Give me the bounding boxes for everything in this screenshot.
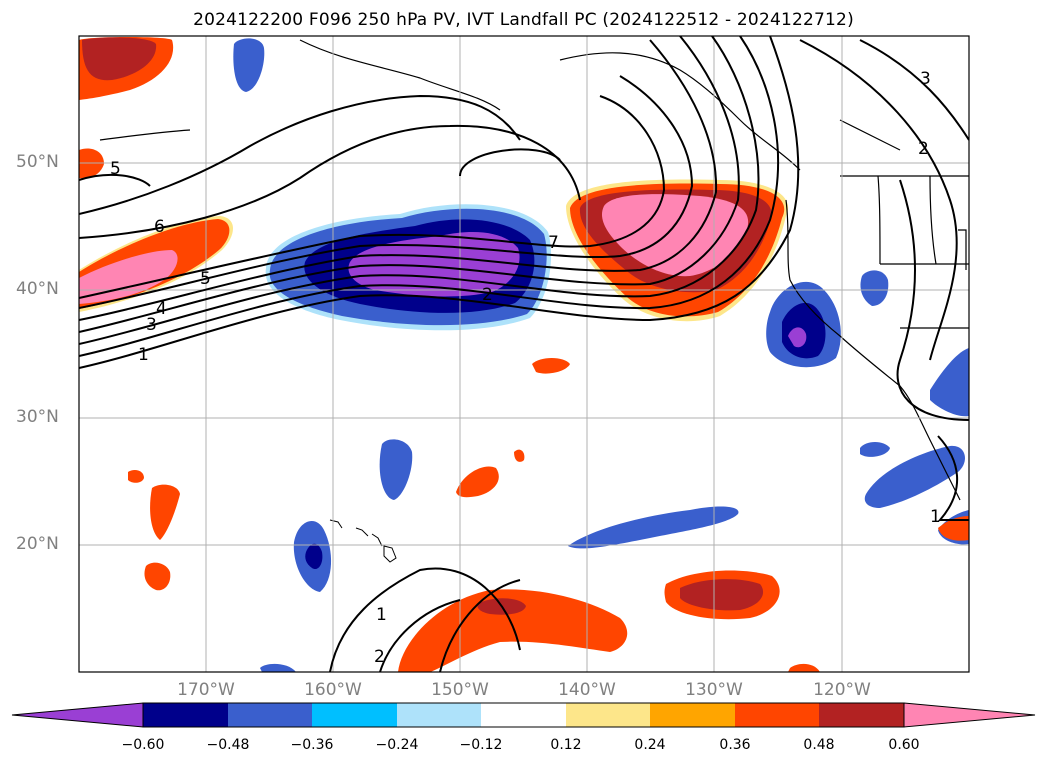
colorbar-tick-label: −0.12: [459, 737, 503, 753]
colorbar-tick-label: −0.60: [121, 737, 165, 753]
contour-label: 5: [200, 269, 211, 289]
lon-tick-label: 170°W: [177, 680, 235, 700]
lat-tick-label: 30°N: [16, 407, 59, 427]
contour-label: 1: [376, 605, 387, 625]
colorbar-swatch: [312, 703, 397, 727]
contour-label: 2: [482, 285, 493, 305]
contour-label: 2: [374, 647, 385, 667]
negative-anomaly-central: [265, 204, 552, 331]
lat-tick-label: 50°N: [16, 152, 59, 172]
lon-tick-label: 130°W: [685, 680, 743, 700]
colorbar-swatch: [819, 703, 904, 727]
colorbar-tick-label: 0.12: [550, 737, 582, 753]
contour-label: 4: [156, 299, 167, 319]
contour-label: 6: [154, 217, 165, 237]
negative-anomaly-minor: [233, 38, 969, 672]
colorbar-frame: [142, 702, 905, 728]
colorbar-swatch: [650, 703, 735, 727]
colorbar-tick-label: 0.60: [888, 737, 920, 753]
colorbar-tick-label: −0.48: [206, 737, 250, 753]
colorbar: [11, 702, 1036, 728]
islands: [329, 519, 397, 563]
map-frame: [78, 35, 970, 673]
lon-tick-label: 150°W: [431, 680, 489, 700]
colorbar-swatch: [397, 703, 481, 727]
colorbar-swatch: [566, 703, 650, 727]
lat-tick-label: 40°N: [16, 279, 59, 299]
contour-label: 5: [110, 159, 121, 179]
colorbar-tick-label: −0.24: [375, 737, 419, 753]
negative-anomaly-california: [766, 281, 841, 368]
contour-label: 1: [930, 507, 941, 527]
colorbar-tick-label: 0.48: [803, 737, 835, 753]
colorbar-tick-label: −0.36: [290, 737, 334, 753]
colorbar-swatch: [481, 703, 566, 727]
grid-lines: [79, 36, 969, 672]
lat-tick-label: 20°N: [16, 534, 59, 554]
contour-label: 3: [920, 69, 931, 89]
contour-label: 2: [918, 139, 929, 159]
contour-label: 7: [548, 233, 559, 253]
colorbar-swatch: [143, 703, 228, 727]
colorbar-swatch: [228, 703, 312, 727]
colorbar-tick-label: 0.36: [719, 737, 751, 753]
contour-label: 1: [138, 345, 149, 365]
ivt-contours: [79, 36, 969, 672]
positive-anomaly-minor: [79, 37, 969, 672]
contour-labels: 5 6 5 4 3 1 2 7 3 2 1 1 2: [110, 69, 941, 667]
colorbar-tick-label: 0.24: [634, 737, 666, 753]
colorbar-extend-low: [11, 702, 144, 728]
map-title: 2024122200 F096 250 hPa PV, IVT Landfall…: [193, 10, 854, 30]
lon-tick-label: 120°W: [813, 680, 871, 700]
lon-tick-label: 160°W: [304, 680, 362, 700]
lon-tick-label: 140°W: [558, 680, 616, 700]
contour-label: 3: [146, 315, 157, 335]
colorbar-swatch: [735, 703, 819, 727]
colorbar-extend-high: [903, 702, 1036, 728]
